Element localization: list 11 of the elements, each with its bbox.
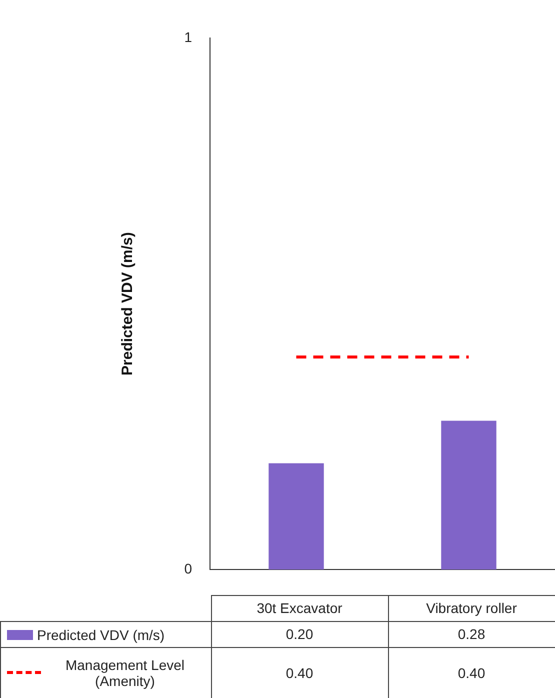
- y-axis-title: Predicted VDV (m/s): [119, 232, 136, 376]
- data-label: 0.28: [388, 621, 555, 647]
- x-tick-label: 30t Excavator: [211, 596, 388, 621]
- legend-label: Management Level (Amenity): [64, 656, 186, 688]
- data-label: 0.40: [211, 647, 388, 698]
- y-tick-label: 0: [184, 560, 192, 576]
- x-tick-label: Vibratory roller: [388, 596, 555, 621]
- y-tick-label: 1: [184, 28, 192, 45]
- data-label: 0.40: [388, 647, 555, 698]
- data-label: 0.20: [211, 621, 388, 647]
- legend-label: Predicted VDV (m/s): [37, 626, 165, 643]
